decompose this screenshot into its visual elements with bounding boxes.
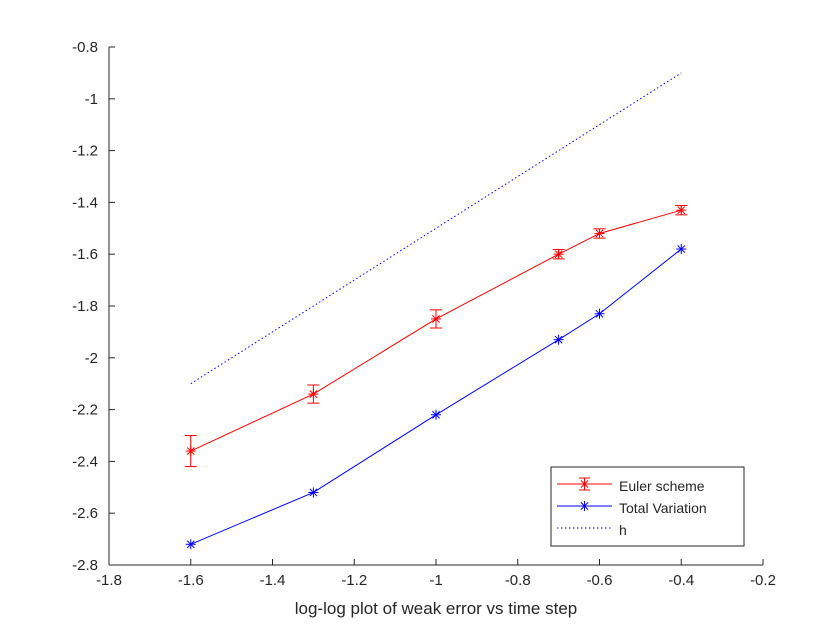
y-tick-label: -2.6 [72, 505, 98, 522]
x-tick-label: -0.2 [750, 572, 776, 589]
x-tick-label: -1.6 [178, 572, 204, 589]
legend-marker-euler-scheme [579, 479, 590, 489]
legend-item-h: h [557, 522, 627, 538]
y-tick-label: -2 [85, 350, 98, 367]
y-tick-label: -1 [85, 91, 98, 108]
y-tick-label: -0.8 [72, 39, 98, 56]
data-point-euler-scheme [676, 205, 687, 216]
legend: Euler scheme Total Variation h [550, 466, 745, 547]
series-layer [184, 72, 688, 550]
series-h [190, 72, 682, 385]
data-point-euler-scheme [553, 249, 564, 260]
x-tick-label: -0.4 [668, 572, 694, 589]
series-line-h [190, 72, 682, 385]
data-point-euler-scheme [185, 446, 196, 457]
series-total-variation [185, 244, 687, 550]
y-axis-ticks: -2.8 -2.6 -2.4 -2.2 -2 -1.8 -1.6 -1.4 -1.2 -1 -0.8 [72, 39, 115, 574]
legend-label-total-variation: Total Variation [619, 500, 707, 516]
series-line-euler-scheme [190, 209, 682, 452]
data-point-total-variation [594, 308, 605, 319]
series-line-total-variation [190, 248, 682, 545]
y-tick-label: -1.8 [72, 298, 98, 315]
x-tick-label: -0.8 [505, 572, 531, 589]
data-point-euler-scheme [308, 389, 319, 400]
data-point-total-variation [308, 487, 319, 498]
legend-label-h: h [619, 522, 627, 538]
x-tick-label: -1.4 [260, 572, 286, 589]
y-tick-label: -2.8 [72, 557, 98, 574]
data-point-total-variation [553, 334, 564, 345]
y-tick-label: -1.6 [72, 246, 98, 263]
data-point-euler-scheme [431, 313, 441, 324]
x-axis-ticks: -1.8 -1.6 -1.4 -1.2 -1 -0.8 -0.6 -0.4 -0.2 [96, 559, 776, 589]
x-tick-label: -1 [429, 572, 442, 589]
x-axis-label: log-log plot of weak error vs time step [295, 599, 578, 618]
legend-item-total-variation: Total Variation [557, 500, 707, 516]
x-tick-label: -0.6 [587, 572, 613, 589]
data-point-euler-scheme [594, 228, 605, 239]
data-point-total-variation [185, 539, 196, 550]
legend-marker-total-variation [579, 501, 590, 511]
series-euler-scheme [184, 205, 688, 468]
y-tick-label: -1.2 [72, 143, 98, 160]
y-tick-label: -1.4 [72, 194, 98, 211]
data-point-total-variation [676, 244, 687, 255]
y-tick-label: -2.4 [72, 453, 98, 470]
x-tick-label: -1.2 [341, 572, 367, 589]
x-tick-label: -1.8 [96, 572, 122, 589]
y-tick-label: -2.2 [72, 402, 98, 419]
legend-label-euler-scheme: Euler scheme [619, 478, 705, 494]
data-point-total-variation [431, 409, 441, 420]
legend-item-euler-scheme: Euler scheme [557, 477, 705, 494]
